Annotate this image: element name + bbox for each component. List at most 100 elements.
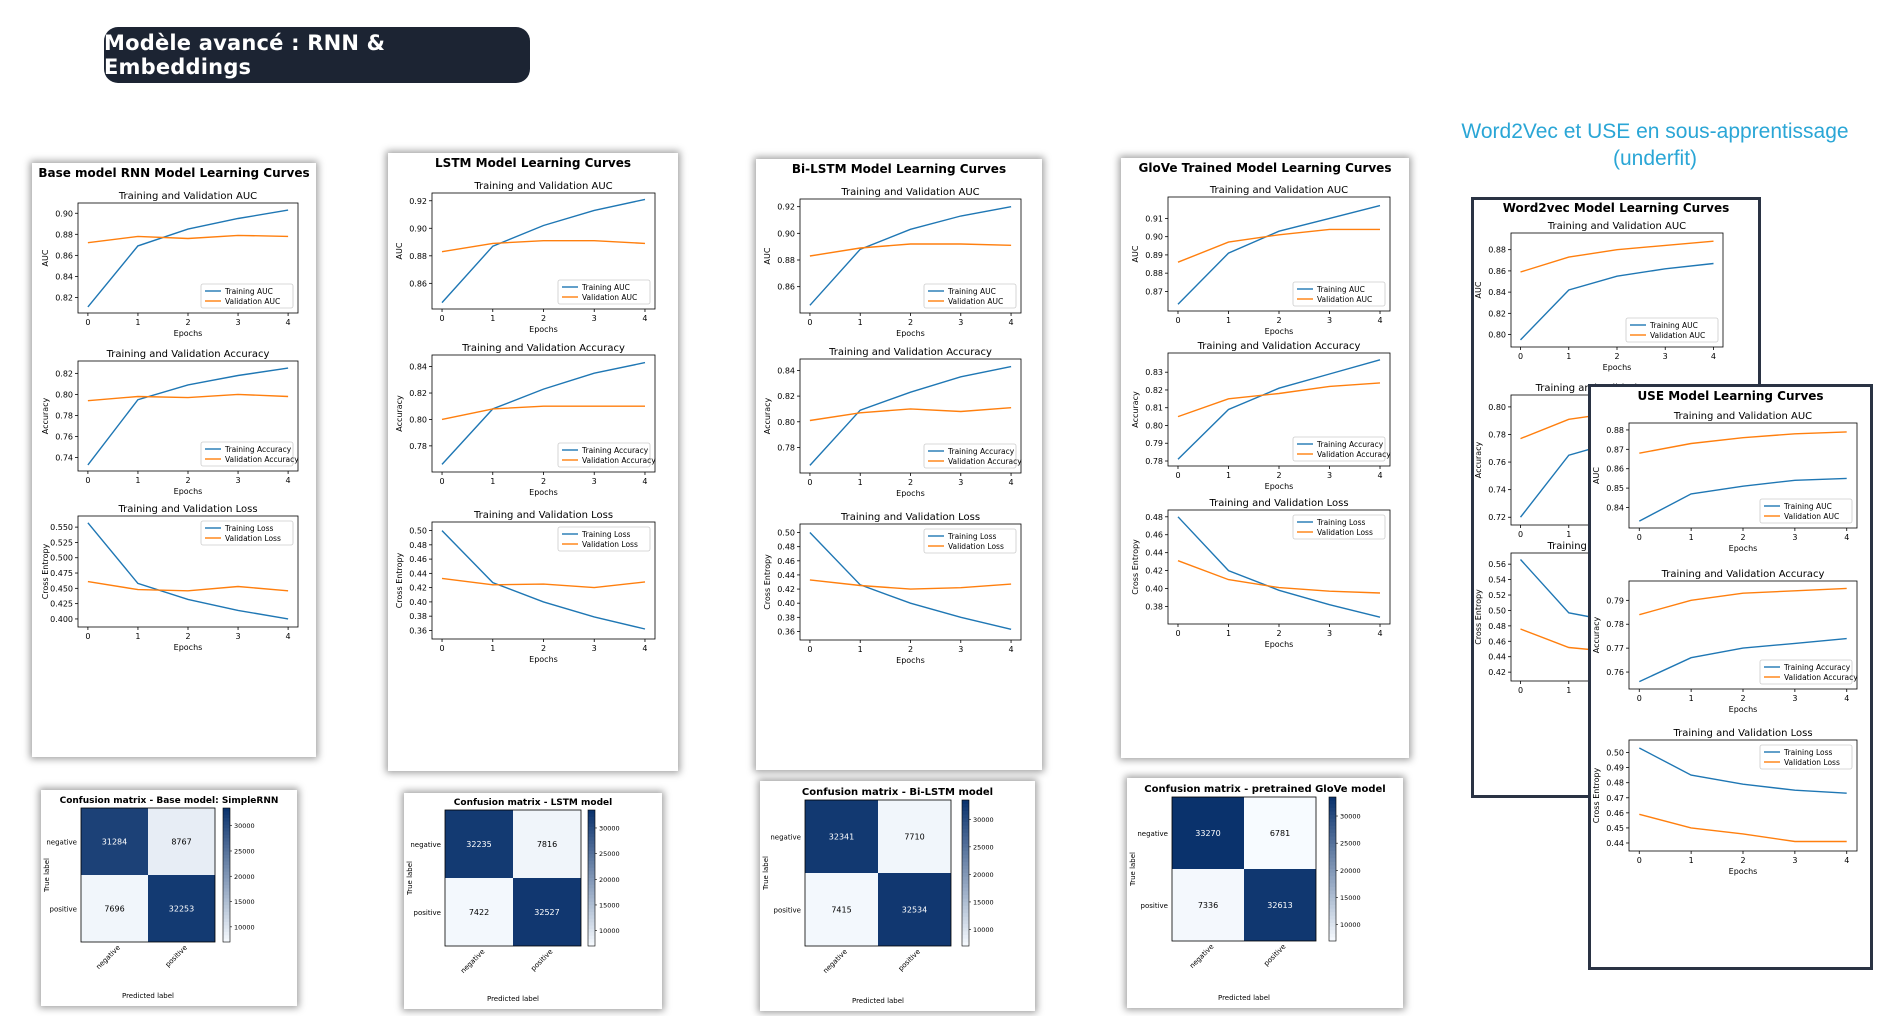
colorbar-segment — [962, 847, 969, 852]
subplot-title: Training and Validation Loss — [117, 504, 257, 515]
x-tick-label: 0 — [1637, 533, 1642, 542]
colorbar-segment — [962, 800, 969, 805]
cm-cell-value: 7696 — [104, 905, 124, 914]
legend-box — [557, 442, 651, 468]
y-tick-label: 0.87 — [1145, 287, 1163, 296]
colorbar-segment — [1329, 825, 1336, 830]
subplot-title: Training and Validation Accuracy — [106, 349, 270, 360]
colorbar-segment — [223, 828, 230, 832]
x-tick-label: 3 — [236, 632, 241, 641]
cm-cell-value: 32235 — [466, 840, 491, 849]
y-tick-label: 0.76 — [55, 433, 73, 442]
x-tick-label: 1 — [135, 632, 140, 641]
cm-rnn-card: Confusion matrix - Base model: SimpleRNN… — [41, 790, 297, 1006]
cm-col-label: positive — [897, 948, 922, 973]
cm-glove-card: Confusion matrix - pretrained GloVe mode… — [1127, 778, 1403, 1008]
y-tick-label: 0.85 — [1606, 484, 1624, 493]
colorbar-segment — [223, 871, 230, 876]
colorbar-segment — [962, 924, 969, 929]
colorbar-segment — [223, 921, 230, 926]
colorbar-segment — [962, 858, 969, 863]
cm-cell-value: 7816 — [537, 840, 557, 849]
x-tick-label: 2 — [185, 632, 190, 641]
x-tick-label: 0 — [1518, 530, 1523, 539]
colorbar-segment — [962, 931, 969, 936]
colorbar-segment — [1329, 836, 1336, 841]
cm-frame — [80, 807, 216, 943]
cm-cell — [878, 873, 951, 946]
validation-series-line — [441, 577, 646, 589]
y-tick-label: 0.86 — [1606, 465, 1624, 474]
y-tick-label: 0.40 — [777, 599, 795, 608]
cm-cell-value: 32253 — [169, 905, 194, 914]
colorbar-tick-label: 20000 — [1340, 867, 1361, 875]
x-tick-label: 4 — [1009, 478, 1014, 487]
validation-series-line — [1639, 431, 1847, 454]
validation-series-line — [87, 580, 289, 592]
y-tick-label: 0.80 — [777, 418, 795, 427]
colorbar-segment — [588, 844, 595, 848]
colorbar-segment — [588, 888, 595, 893]
colorbar-segment — [588, 891, 595, 896]
colorbar-segment — [962, 818, 969, 823]
glove-curves-title: GloVe Trained Model Learning Curves — [1138, 161, 1392, 175]
y-tick-label: 0.46 — [1145, 531, 1163, 540]
y-axis-label: AUC — [395, 242, 404, 259]
x-tick-label: 1 — [1689, 856, 1694, 865]
colorbar-segment — [962, 887, 969, 892]
colorbar-segment — [223, 928, 230, 933]
colorbar-segment — [223, 888, 230, 893]
cm-svg: 32235 7816 7422 32527 negative negative positi… — [406, 809, 620, 1003]
x-tick-label: 1 — [1689, 533, 1694, 542]
colorbar-segment — [223, 938, 230, 943]
colorbar-segment — [223, 911, 230, 916]
subplot-title: Training and Validation AUC — [840, 187, 979, 198]
colorbar-segment — [223, 858, 230, 863]
colorbar-segment — [1329, 919, 1336, 924]
cm-cell — [805, 800, 878, 873]
x-tick-label: 1 — [490, 477, 495, 486]
training-series-line — [87, 367, 289, 466]
x-tick-label: 0 — [807, 318, 812, 327]
colorbar-segment — [962, 880, 969, 885]
x-tick-label: 1 — [1566, 352, 1571, 361]
legend-box — [557, 279, 651, 305]
y-tick-label: 0.44 — [777, 571, 795, 580]
cm-cell-value: 8767 — [171, 838, 191, 847]
colorbar-segment — [962, 873, 969, 878]
y-tick-label: 0.80 — [409, 415, 427, 424]
y-tick-label: 0.78 — [409, 442, 427, 451]
x-tick-label: 1 — [1226, 316, 1231, 325]
x-axis-label: Epochs — [896, 656, 925, 665]
legend-validation-label: Validation Accuracy — [1317, 450, 1391, 459]
y-tick-label: 0.87 — [1606, 445, 1624, 454]
subplot-title: Training and Validation AUC — [473, 181, 612, 192]
y-tick-label: 0.82 — [1488, 309, 1506, 318]
cm-cell-value: 32527 — [534, 908, 559, 917]
training-series-line — [1177, 516, 1381, 618]
colorbar-segment — [1329, 840, 1336, 845]
legend-training-label: Training Loss — [224, 524, 274, 533]
colorbar-segment — [1329, 843, 1336, 848]
rnn-curves-svg: Training and Validation AUC 0.82 0.84 0.86 0… — [41, 191, 299, 652]
colorbar-segment — [962, 821, 969, 827]
validation-series-line — [87, 393, 289, 402]
section-title: Modèle avancé : RNN & Embeddings — [104, 27, 530, 83]
y-axis-label: AUC — [763, 247, 772, 264]
training-series-line — [809, 365, 1012, 466]
colorbar-tick-label: 25000 — [973, 843, 994, 851]
colorbar-tick-label: 10000 — [599, 927, 620, 935]
cm-true-label: True label — [43, 858, 51, 893]
validation-series-line — [1520, 240, 1714, 273]
x-tick-label: 4 — [286, 476, 291, 485]
colorbar-segment — [223, 841, 230, 846]
colorbar-segment — [223, 885, 230, 889]
y-tick-label: 0.77 — [1606, 644, 1624, 653]
colorbar-segment — [1329, 887, 1336, 892]
colorbar-segment — [962, 938, 969, 943]
y-tick-label: 0.86 — [777, 283, 795, 292]
y-tick-label: 0.42 — [1145, 567, 1163, 576]
subplot-title: Training and Validation Loss — [840, 512, 980, 523]
x-tick-label: 3 — [958, 478, 963, 487]
legend-training-label: Training AUC — [947, 287, 996, 296]
